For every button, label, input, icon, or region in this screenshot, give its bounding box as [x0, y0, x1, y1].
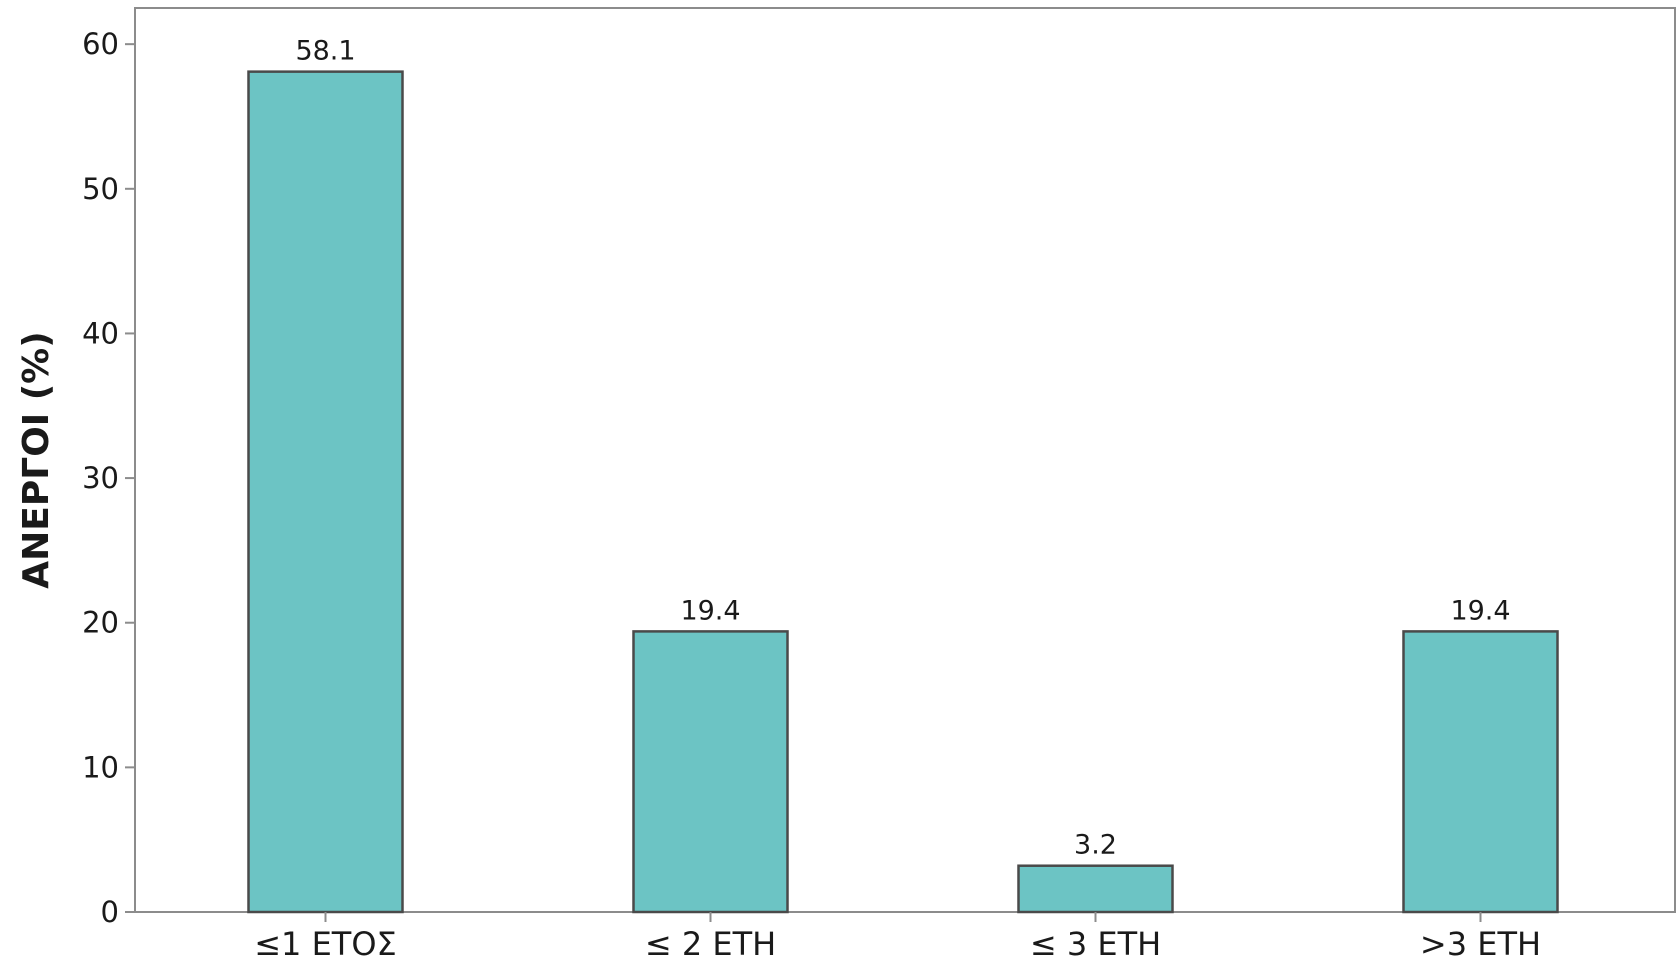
data-label: 19.4: [680, 595, 740, 626]
bars: [247, 70, 1559, 914]
data-label: 19.4: [1450, 595, 1510, 626]
x-axis: ≤1 ΕΤΟΣ ≤ 2 ΕΤΗ ≤ 3 ΕΤΗ >3 ΕΤΗ: [254, 912, 1541, 963]
y-tick-label: 30: [82, 461, 119, 495]
bar: [1017, 864, 1174, 914]
y-tick-label: 40: [82, 316, 119, 350]
x-tick-label: ≤ 3 ΕΤΗ: [1030, 925, 1161, 963]
y-tick-label: 50: [82, 172, 119, 206]
data-label: 3.2: [1074, 830, 1117, 861]
plot-frame: [134, 7, 1676, 913]
y-axis-title: ΑΝΕΡΓΟΙ (%): [16, 331, 57, 588]
y-axis: 0 10 20 30 40 50 60: [82, 27, 135, 929]
x-tick-label: ≤1 ΕΤΟΣ: [254, 925, 397, 963]
y-tick-label: 60: [82, 27, 119, 61]
data-label: 58.1: [295, 36, 355, 67]
bar: [1402, 630, 1559, 914]
bar: [247, 70, 404, 914]
y-tick-label: 20: [82, 606, 119, 640]
y-tick-label: 0: [101, 895, 119, 929]
bar: [632, 630, 789, 914]
x-tick-label: ≤ 2 ΕΤΗ: [645, 925, 776, 963]
data-labels: 58.1 19.4 3.2 19.4: [295, 36, 1510, 861]
x-tick-label: >3 ΕΤΗ: [1420, 925, 1541, 963]
y-tick-label: 10: [82, 750, 119, 784]
